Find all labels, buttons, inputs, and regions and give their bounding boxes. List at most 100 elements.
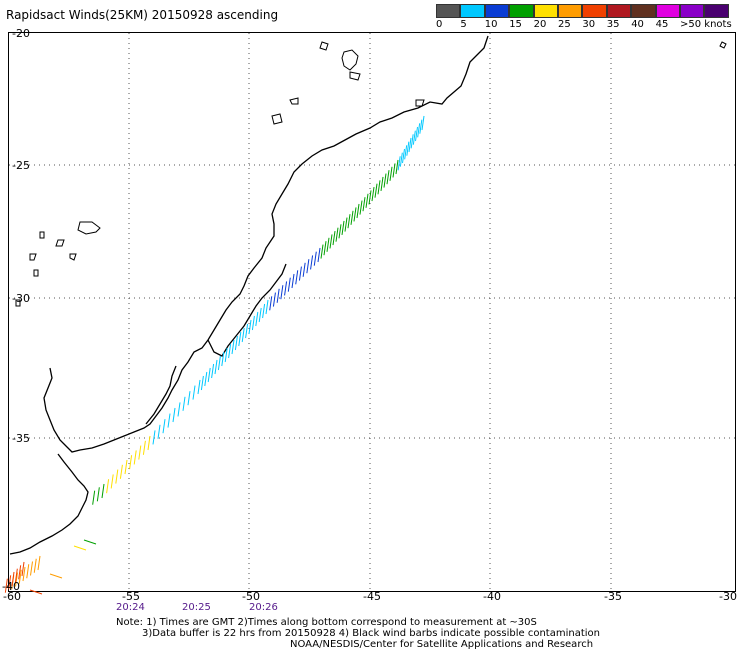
wind-barb — [415, 126, 418, 142]
wind-barb — [320, 244, 324, 259]
wind-barb — [374, 183, 378, 198]
wind-barb — [217, 355, 221, 371]
wind-barb — [377, 180, 381, 195]
wind-barb — [251, 315, 255, 331]
wind-barb — [399, 152, 403, 167]
legend-label: 45 — [655, 19, 669, 30]
wind-barb — [245, 323, 249, 339]
lat-tick-label: -35 — [12, 432, 30, 445]
wind-speed-legend: 0 5 10 15 20 25 30 35 40 45 >50 knots — [436, 4, 732, 32]
legend-label: 35 — [606, 19, 620, 30]
wind-barb — [187, 391, 191, 406]
legend-label: 0 — [436, 19, 443, 30]
wind-barb — [383, 173, 387, 188]
wind-barb — [306, 259, 310, 274]
wind-barb — [172, 407, 176, 423]
legend-swatch — [509, 4, 534, 18]
wind-barb — [101, 483, 105, 499]
lon-tick-label: -35 — [604, 590, 622, 603]
legend-label: 20 — [533, 19, 547, 30]
wind-barb — [269, 296, 273, 311]
lon-tick-label: -30 — [719, 590, 737, 603]
wind-barb — [295, 270, 299, 285]
wind-barb — [129, 455, 133, 470]
wind-barb — [147, 435, 151, 451]
legend-label: 15 — [509, 19, 522, 30]
coastline — [9, 35, 489, 555]
wind-barb — [302, 262, 306, 277]
legend-swatch — [606, 4, 632, 18]
wind-barb — [18, 565, 22, 580]
wind-barb — [344, 217, 348, 232]
wind-barb — [287, 277, 291, 292]
wind-barb — [406, 141, 410, 156]
wind-barb — [402, 148, 405, 164]
wind-barb — [359, 200, 363, 215]
pass-time-label: 20:25 — [182, 602, 211, 613]
wind-barb — [332, 231, 336, 246]
wind-barb — [14, 568, 18, 583]
wind-barb — [96, 487, 100, 502]
lon-tick-label: -60 — [3, 590, 21, 603]
wind-barb — [197, 379, 201, 395]
coastline-mainland — [9, 35, 489, 555]
wind-barb — [207, 367, 211, 383]
wind-barb — [323, 241, 327, 256]
wind-barb — [124, 459, 128, 475]
wind-barb — [341, 220, 345, 235]
wind-barb — [410, 134, 414, 149]
wind-barb — [167, 413, 171, 428]
wind-barb — [350, 210, 354, 225]
wind-barb — [371, 187, 375, 202]
legend-label: 40 — [631, 19, 644, 30]
map-gridlines — [9, 33, 735, 591]
wind-barb — [347, 214, 351, 229]
islands — [15, 41, 727, 307]
wind-barb — [368, 190, 372, 205]
legend-swatch — [460, 4, 485, 18]
legend-label: 5 — [460, 19, 467, 30]
coastline-lagoon — [207, 263, 287, 357]
wind-barb — [211, 363, 215, 379]
legend-label: 25 — [558, 19, 571, 30]
wind-barb — [380, 176, 384, 191]
wind-barb — [133, 450, 137, 465]
lat-tick-label: -20 — [12, 27, 30, 40]
wind-barb — [362, 197, 366, 212]
legend-label: >50 knots — [680, 19, 732, 30]
lon-tick-label: -45 — [363, 590, 381, 603]
wind-barb — [291, 273, 295, 289]
map-frame — [8, 32, 736, 592]
wind-barb — [335, 227, 339, 242]
legend-swatch — [631, 4, 656, 18]
wind-barb — [310, 255, 314, 270]
wind-barb — [317, 247, 321, 263]
wind-barb — [11, 571, 15, 587]
wind-barb — [392, 163, 396, 178]
lon-tick-label: -50 — [242, 590, 260, 603]
wind-barb — [162, 419, 166, 434]
legend-swatch — [533, 4, 558, 18]
wind-barb — [33, 558, 37, 573]
wind-barb — [192, 385, 196, 400]
wind-barb — [412, 130, 416, 145]
wind-barb — [177, 402, 181, 417]
wind-barb — [142, 440, 146, 455]
wind-barb — [258, 307, 262, 323]
legend-labels: 0 5 10 15 20 25 30 35 40 45 >50 knots — [436, 18, 732, 32]
legend-swatch — [679, 4, 705, 18]
wind-barb — [280, 285, 284, 300]
wind-barb — [365, 193, 369, 208]
wind-barb — [115, 469, 119, 484]
legend-swatch — [655, 4, 680, 18]
wind-barb — [326, 237, 330, 252]
note-line-2: 3)Data buffer is 22 hrs from 20150928 4)… — [142, 628, 600, 639]
wind-barb — [204, 371, 208, 387]
wind-barbs — [4, 115, 425, 595]
wind-barb — [30, 561, 33, 576]
wind-barb — [152, 430, 156, 445]
wind-barb — [29, 589, 43, 595]
note-line-3: NOAA/NESDIS/Center for Satellite Applica… — [290, 639, 594, 650]
legend-swatch — [704, 4, 729, 18]
